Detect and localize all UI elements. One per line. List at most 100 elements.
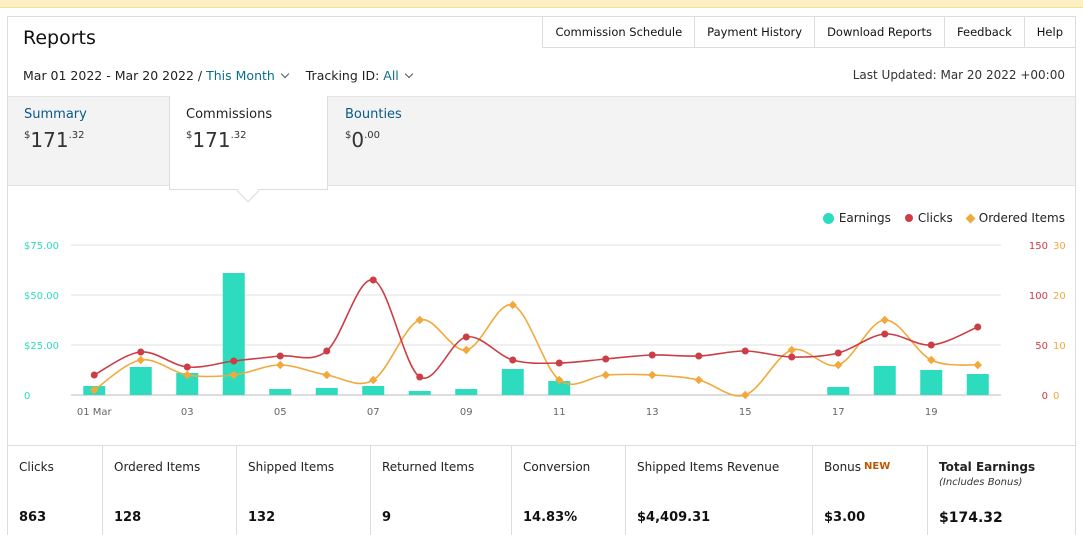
stat-value: 128 [114,510,142,525]
clicks-point [462,333,470,341]
stats-row: Clicks 863 Ordered Items 128 Shipped Items 13… [8,445,1075,535]
earnings-bar [315,388,338,395]
chart-legend: Earnings Clicks Ordered Items [822,211,1065,225]
stat-total-earnings: Total Earnings (Includes Bonus) $174.32 [928,446,1075,535]
stat-value: 863 [19,510,47,525]
legend-ordered-items[interactable]: Ordered Items [965,211,1065,225]
tab-bounties-value: $0.00 [345,128,381,152]
notification-bar [0,0,1083,8]
tab-bounties[interactable]: Bounties $0.00 [329,96,489,186]
stat-label: Clicks [19,460,54,474]
stat-shipped-items-revenue: Shipped Items Revenue $4,409.31 [626,446,813,535]
clicks-point [323,347,331,355]
ordered-items-point [462,345,471,355]
clicks-point [230,357,238,365]
legend-clicks[interactable]: Clicks [904,211,953,225]
earnings-bar [362,386,385,395]
stat-value: $174.32 [939,510,1003,526]
tab-summary-label: Summary [24,107,87,122]
earnings-bar [455,389,478,395]
clicks-point [974,323,982,331]
tab-summary-value: $171.32 [24,128,85,152]
legend-earnings[interactable]: Earnings [822,211,891,225]
x-tick-label: 01 Mar [77,407,113,418]
y-right-ordered-tick-label: 30 [1053,241,1066,252]
ordered-items-point [741,390,750,400]
ordered-items-point [648,370,657,380]
y-left-tick-label: $25.00 [24,341,59,352]
ordered-items-point [322,370,331,380]
tab-commissions-label: Commissions [186,107,273,122]
help-link[interactable]: Help [1023,17,1075,48]
commission-schedule-link[interactable]: Commission Schedule [542,17,695,48]
clicks-dot-icon [904,214,913,222]
earnings-bar [873,366,896,395]
feedback-link[interactable]: Feedback [944,17,1024,48]
ordered-items-point [927,355,936,365]
payment-history-link[interactable]: Payment History [694,17,815,48]
download-reports-link[interactable]: Download Reports [814,17,945,48]
x-tick-label: 15 [739,407,752,418]
earnings-bar [548,381,571,395]
x-tick-label: 05 [274,407,287,418]
clicks-point [881,330,889,338]
earnings-bar [966,374,989,395]
earnings-bar [920,370,943,395]
earnings-bar [129,367,152,395]
tab-commissions[interactable]: Commissions $171.32 [169,96,328,190]
stat-conversion: Conversion 14.83% [512,446,626,535]
clicks-point [90,371,98,379]
y-right-clicks-tick-label: 0 [1042,391,1048,402]
tab-commissions-value: $171.32 [186,128,247,152]
stat-value: $4,409.31 [637,510,711,525]
stat-ordered-items: Ordered Items 128 [103,446,237,535]
page-title: Reports [23,27,96,49]
reports-panel: Reports Commission Schedule Payment Hist… [7,16,1076,535]
stat-label: Total Earnings [939,460,1036,474]
earnings-bar [222,273,245,395]
y-left-tick-label: $50.00 [24,291,59,302]
ordered-items-point [90,385,99,395]
stat-sublabel: (Includes Bonus) [939,477,1023,488]
earnings-dot-icon [822,212,834,224]
clicks-point [276,352,284,360]
stat-label: Shipped Items Revenue [637,460,780,474]
tracking-id-dropdown[interactable]: All [383,68,399,83]
new-badge: NEW [864,461,891,472]
x-tick-label: 13 [646,407,659,418]
x-tick-label: 11 [553,407,566,418]
x-tick-label: 09 [460,407,473,418]
ordered-items-point [183,370,192,380]
x-tick-label: 17 [832,407,845,418]
clicks-point [602,355,610,363]
x-tick-label: 03 [181,407,194,418]
stat-value: 14.83% [523,510,578,525]
ordered-items-point [973,360,982,370]
ordered-items-point [787,345,796,355]
tab-summary[interactable]: Summary $171.32 [8,96,168,186]
y-right-clicks-tick-label: 100 [1029,291,1048,302]
ordered-items-point [136,355,145,365]
clicks-point [788,353,796,361]
tab-bounties-label: Bounties [345,107,402,122]
tracking-id-label: Tracking ID: [305,68,380,83]
period-dropdown[interactable]: This Month [206,68,275,83]
chevron-down-icon[interactable] [404,69,414,79]
stat-clicks: Clicks 863 [8,446,103,535]
stat-value: 132 [248,510,276,525]
stat-label: Returned Items [382,460,475,474]
stat-label: Shipped Items [248,460,335,474]
last-updated: Last Updated: Mar 20 2022 +00:00 [852,68,1065,82]
y-left-tick-label: $75.00 [24,241,59,252]
y-right-clicks-tick-label: 50 [1035,341,1048,352]
x-tick-label: 07 [367,407,380,418]
stat-label: Bonus NEW [824,460,891,474]
clicks-point [509,356,517,364]
ordered-items-point [694,375,703,385]
chevron-down-icon[interactable] [280,69,290,79]
y-right-clicks-tick-label: 150 [1029,241,1048,252]
clicks-point [834,349,842,357]
clicks-point [695,352,703,360]
clicks-point [927,341,935,349]
ordered-items-point [415,315,424,325]
